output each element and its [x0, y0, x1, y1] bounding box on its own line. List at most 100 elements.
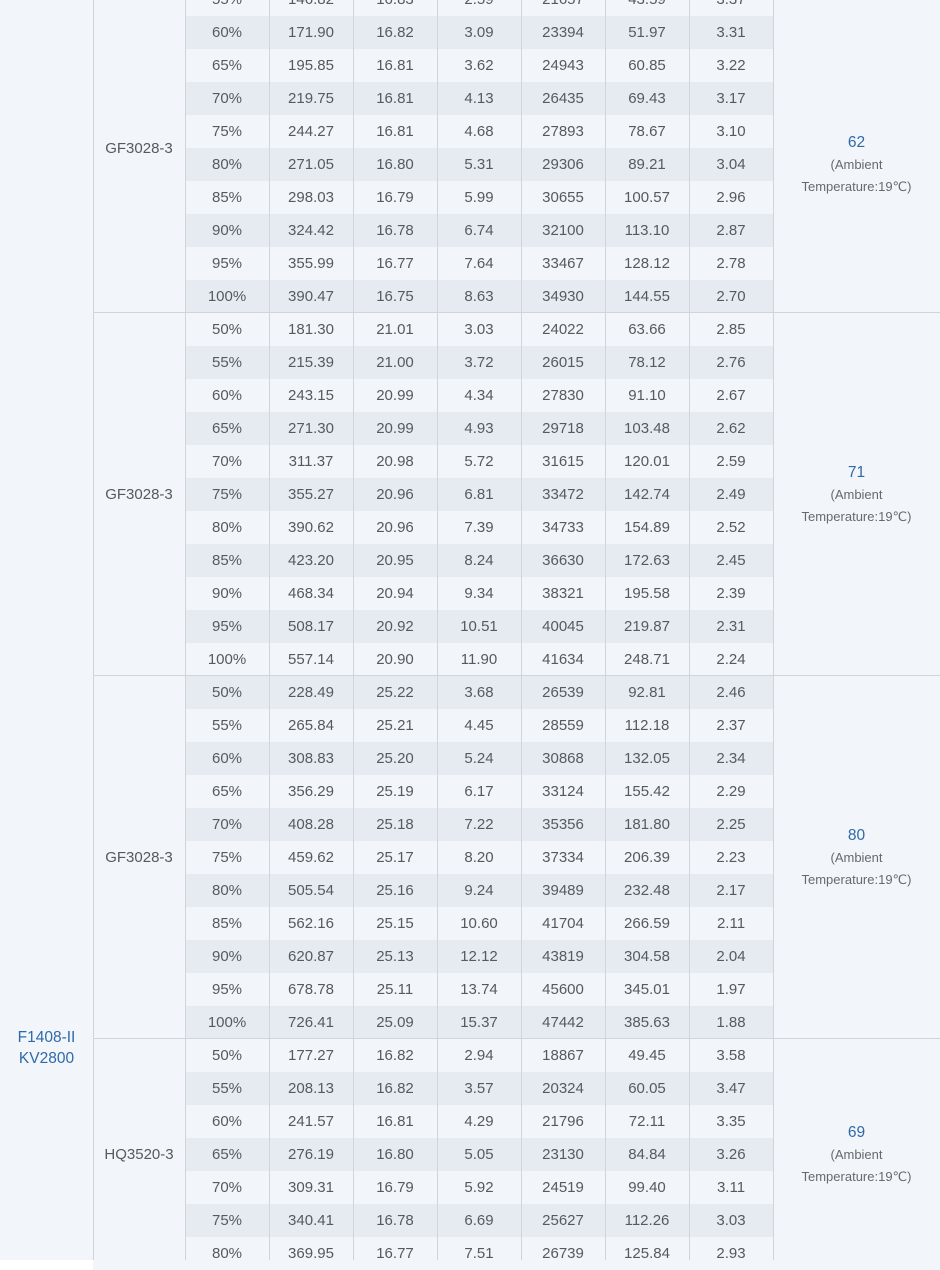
power-cell: 113.10: [605, 214, 689, 247]
voltage-cell: 25.11: [353, 973, 437, 1006]
power-cell: 99.40: [605, 1171, 689, 1204]
throttle-cell: 50%: [185, 676, 269, 709]
voltage-cell: 16.79: [353, 181, 437, 214]
power-cell: 60.05: [605, 1072, 689, 1105]
power-cell: 206.39: [605, 841, 689, 874]
rpm-cell: 25627: [521, 1204, 605, 1237]
efficiency-cell: 2.23: [689, 841, 773, 874]
current-cell: 3.62: [437, 49, 521, 82]
efficiency-cell: 2.25: [689, 808, 773, 841]
thrust-cell: 505.54: [269, 874, 353, 907]
throttle-cell: 75%: [185, 1204, 269, 1237]
throttle-cell: 60%: [185, 379, 269, 412]
voltage-cell: 16.77: [353, 247, 437, 280]
power-cell: 219.87: [605, 610, 689, 643]
efficiency-cell: 1.88: [689, 1006, 773, 1039]
power-cell: 63.66: [605, 313, 689, 346]
power-cell: 142.74: [605, 478, 689, 511]
current-cell: 8.24: [437, 544, 521, 577]
rpm-cell: 27830: [521, 379, 605, 412]
current-cell: 13.74: [437, 973, 521, 1006]
rpm-cell: 18867: [521, 1039, 605, 1072]
power-cell: 72.11: [605, 1105, 689, 1138]
throttle-cell: 50%: [185, 1039, 269, 1072]
motor-model-line1: F1408-II: [17, 1029, 76, 1046]
efficiency-cell: 2.49: [689, 478, 773, 511]
throttle-cell: 55%: [185, 709, 269, 742]
current-cell: 5.05: [437, 1138, 521, 1171]
thrust-cell: 508.17: [269, 610, 353, 643]
efficiency-cell: 2.24: [689, 643, 773, 676]
voltage-cell: 16.80: [353, 148, 437, 181]
rpm-cell: 45600: [521, 973, 605, 1006]
current-cell: 10.60: [437, 907, 521, 940]
rpm-cell: 24943: [521, 49, 605, 82]
rpm-cell: 20324: [521, 1072, 605, 1105]
efficiency-cell: 2.39: [689, 577, 773, 610]
rpm-cell: 21657: [521, 0, 605, 16]
throttle-cell: 75%: [185, 841, 269, 874]
power-cell: 51.97: [605, 16, 689, 49]
current-cell: 2.94: [437, 1039, 521, 1072]
throttle-cell: 60%: [185, 16, 269, 49]
rpm-cell: 24022: [521, 313, 605, 346]
power-cell: 181.80: [605, 808, 689, 841]
throttle-cell: 65%: [185, 1138, 269, 1171]
current-cell: 5.92: [437, 1171, 521, 1204]
efficiency-cell: 2.59: [689, 445, 773, 478]
current-cell: 4.34: [437, 379, 521, 412]
current-cell: 7.51: [437, 1237, 521, 1270]
current-cell: 15.37: [437, 1006, 521, 1039]
current-cell: 4.13: [437, 82, 521, 115]
thrust-cell: 228.49: [269, 676, 353, 709]
current-cell: 5.72: [437, 445, 521, 478]
current-cell: 11.90: [437, 643, 521, 676]
thrust-cell: 181.30: [269, 313, 353, 346]
efficiency-cell: 3.17: [689, 82, 773, 115]
voltage-cell: 20.99: [353, 412, 437, 445]
power-cell: 304.58: [605, 940, 689, 973]
throttle-cell: 90%: [185, 577, 269, 610]
voltage-cell: 20.98: [353, 445, 437, 478]
throttle-cell: 95%: [185, 973, 269, 1006]
throttle-cell: 80%: [185, 148, 269, 181]
thrust-cell: 468.34: [269, 577, 353, 610]
current-cell: 8.63: [437, 280, 521, 313]
power-cell: 248.71: [605, 643, 689, 676]
thrust-cell: 146.82: [269, 0, 353, 16]
power-cell: 385.63: [605, 1006, 689, 1039]
voltage-cell: 21.01: [353, 313, 437, 346]
temperature-cell: 62 (Ambient Temperature:19℃): [773, 0, 940, 313]
voltage-cell: 20.96: [353, 511, 437, 544]
thrust-cell: 241.57: [269, 1105, 353, 1138]
column-divider: [269, 0, 270, 1260]
voltage-cell: 25.20: [353, 742, 437, 775]
thrust-cell: 423.20: [269, 544, 353, 577]
temperature-note-line2: Temperature:19℃): [801, 871, 912, 887]
current-cell: 4.29: [437, 1105, 521, 1138]
column-divider: [605, 0, 606, 1260]
group-divider: [93, 675, 940, 676]
voltage-cell: 16.81: [353, 115, 437, 148]
rpm-cell: 37334: [521, 841, 605, 874]
current-cell: 7.64: [437, 247, 521, 280]
rpm-cell: 39489: [521, 874, 605, 907]
efficiency-cell: 1.97: [689, 973, 773, 1006]
efficiency-cell: 3.22: [689, 49, 773, 82]
power-cell: 195.58: [605, 577, 689, 610]
throttle-cell: 90%: [185, 214, 269, 247]
current-cell: 6.69: [437, 1204, 521, 1237]
rpm-cell: 40045: [521, 610, 605, 643]
rpm-cell: 26015: [521, 346, 605, 379]
column-divider: [353, 0, 354, 1260]
rpm-cell: 29306: [521, 148, 605, 181]
thrust-cell: 369.95: [269, 1237, 353, 1270]
throttle-cell: 75%: [185, 115, 269, 148]
voltage-cell: 20.99: [353, 379, 437, 412]
power-cell: 125.84: [605, 1237, 689, 1270]
rpm-cell: 30655: [521, 181, 605, 214]
voltage-cell: 16.82: [353, 16, 437, 49]
voltage-cell: 25.18: [353, 808, 437, 841]
thrust-cell: 219.75: [269, 82, 353, 115]
rpm-cell: 33467: [521, 247, 605, 280]
